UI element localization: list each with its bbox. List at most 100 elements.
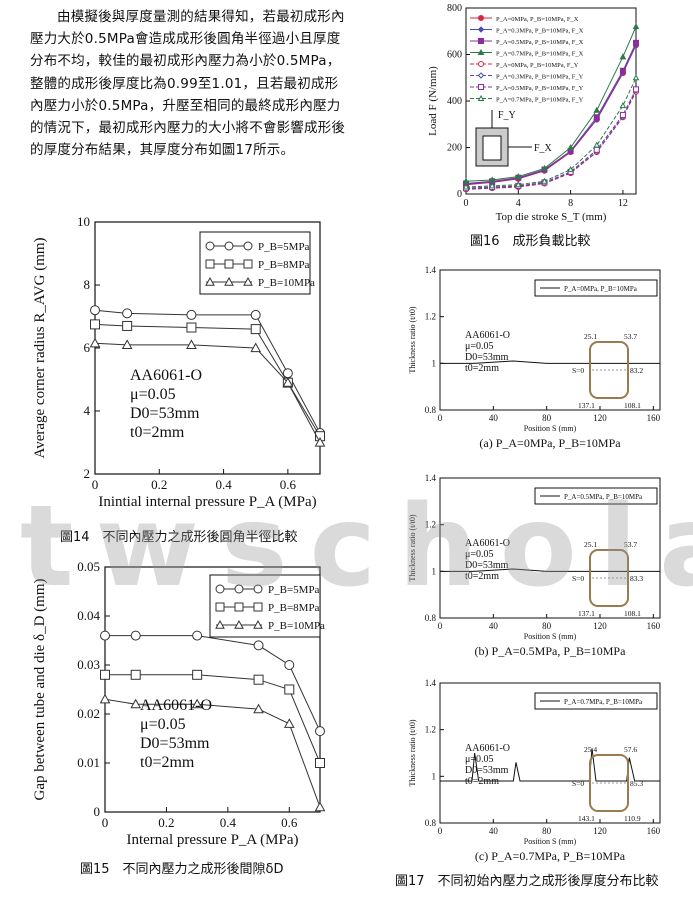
x-tick-label: 120 [593,826,607,836]
series-line [465,89,637,189]
data-point [315,758,325,768]
x-tick-label: 12 [618,198,628,209]
data-point [90,319,100,330]
legend-box [209,574,321,638]
data-point [633,86,639,93]
inset-label-fy: F_Y [498,110,516,121]
y-axis-label: Average corner radius R_AVG (mm) [32,237,48,458]
annotation-text: μ=0.05 [465,341,494,352]
y-axis-label: Thickness ratio (t/t0) [408,719,417,786]
legend-label: P_A=0MPa, P_B=10MPa, F_Y [496,62,579,69]
annotation-text: AA6061-O [140,697,212,714]
series-line [105,674,321,764]
inset-tube-inner [482,135,502,161]
data-point [619,53,627,60]
data-point [250,309,261,320]
x-tick-label: 40 [489,826,499,836]
legend-marker [215,602,225,612]
data-point [541,164,548,171]
data-point [314,801,326,812]
data-point [99,693,111,704]
data-point [191,698,203,709]
x-tick-label: 8 [568,198,573,209]
legend-label: P_A=0MPa, P_B=10MPa, F_X [496,16,579,23]
x-tick-label: 160 [647,413,661,423]
y-axis-label: Thickness ratio (t/t0) [408,514,417,581]
y-tick-label: 0.05 [77,559,100,574]
legend-marker [243,259,253,269]
legend-label: P_A=0.7MPa, P_B=10MPa [564,698,643,706]
x-tick-label: 120 [593,621,607,631]
x-tick-label: 160 [647,826,661,836]
y-tick-label: 2 [84,466,91,481]
x-tick-label: 0.2 [158,815,174,830]
legend-label: P_B=10MPa [258,277,315,289]
fig16-chart: 0 4 8 12 0 200 400 600 800 Top die stroke S_T (mm… [427,3,640,223]
data-point [567,143,574,150]
x-tick-label: 0 [438,621,443,631]
data-point [619,111,626,118]
legend-marker [477,72,485,79]
inset-value: S=0 [572,366,584,375]
fig15-chart: 0 0.2 0.4 0.6 0 0.01 0.02 0.03 0.04 0.05 Internal … [32,559,326,848]
legend-marker [234,584,244,594]
legend-label: P_B=8MPa [258,259,310,271]
y-tick-label: 10 [77,214,90,229]
data-point [314,436,326,447]
legend-marker [234,602,244,612]
panel-caption: (a) P_A=0MPa, P_B=10MPa [479,436,621,450]
annotation-text: μ=0.05 [465,754,494,765]
data-point [632,74,640,81]
y-tick-label: 1 [432,771,437,781]
data-point [192,669,203,680]
x-axis-label: Position S (mm) [524,632,577,641]
data-point [632,23,640,30]
legend-label: P_B=8MPa [268,602,320,614]
fig14-caption: 圖14 不同內壓力之成形後圓角半徑比較 [60,530,298,545]
body-paragraph: 由模擬後與厚度量測的結果得知，若最初成形內壓力大於0.5MPa會造成成形後圓角半… [30,9,346,159]
legend-label: P_A=0.7MPa, P_B=10MPa, F_Y [496,97,584,104]
data-point [593,141,601,148]
data-point [130,698,142,709]
y-tick-label: 1.4 [425,473,437,483]
annotation-text: D0=53mm [465,352,509,363]
legend-marker [224,241,234,251]
data-point [282,368,293,379]
legend-marker [215,619,225,629]
annotation-text: AA6061-O [465,538,510,549]
y-tick-label: 1 [432,358,437,368]
annotation-text: D0=53mm [130,405,200,422]
annotation-text: t0=2mm [140,754,195,771]
panel-caption: (c) P_A=0.7MPa, P_B=10MPa [475,849,626,863]
legend-box [534,692,658,710]
legend-label: P_B=10MPa [268,620,325,632]
inset-tube [589,341,629,399]
annotation-text: t0=2mm [465,363,499,374]
series-line [465,42,637,185]
series-line [465,26,637,182]
data-point [462,177,470,184]
fig15-caption: 圖15 不同內壓力之成形後間隙δD [80,862,284,877]
plot-frame [439,477,661,619]
x-axis-label: Internal pressure P_A (MPa) [126,832,298,848]
x-tick-label: 0.6 [281,815,298,830]
legend-box [534,487,658,505]
series-line [105,635,321,732]
x-tick-label: 40 [489,413,499,423]
x-tick-label: 160 [647,621,661,631]
data-point [186,309,197,320]
y-tick-label: 0 [94,804,101,819]
y-tick-label: 1.2 [425,520,436,530]
data-point [284,684,295,695]
y-tick-label: 600 [447,50,462,61]
y-axis-label: Load F (N/mm) [427,66,439,136]
inset-value: 83.3 [630,574,643,583]
data-point [283,718,295,728]
data-point [130,630,141,641]
x-tick-label: 0.6 [280,477,297,492]
x-tick-label: 0.4 [220,815,237,830]
x-tick-label: 4 [516,198,521,209]
inset-value: 25.1 [584,540,597,549]
data-point [514,173,522,180]
data-point [284,660,295,670]
